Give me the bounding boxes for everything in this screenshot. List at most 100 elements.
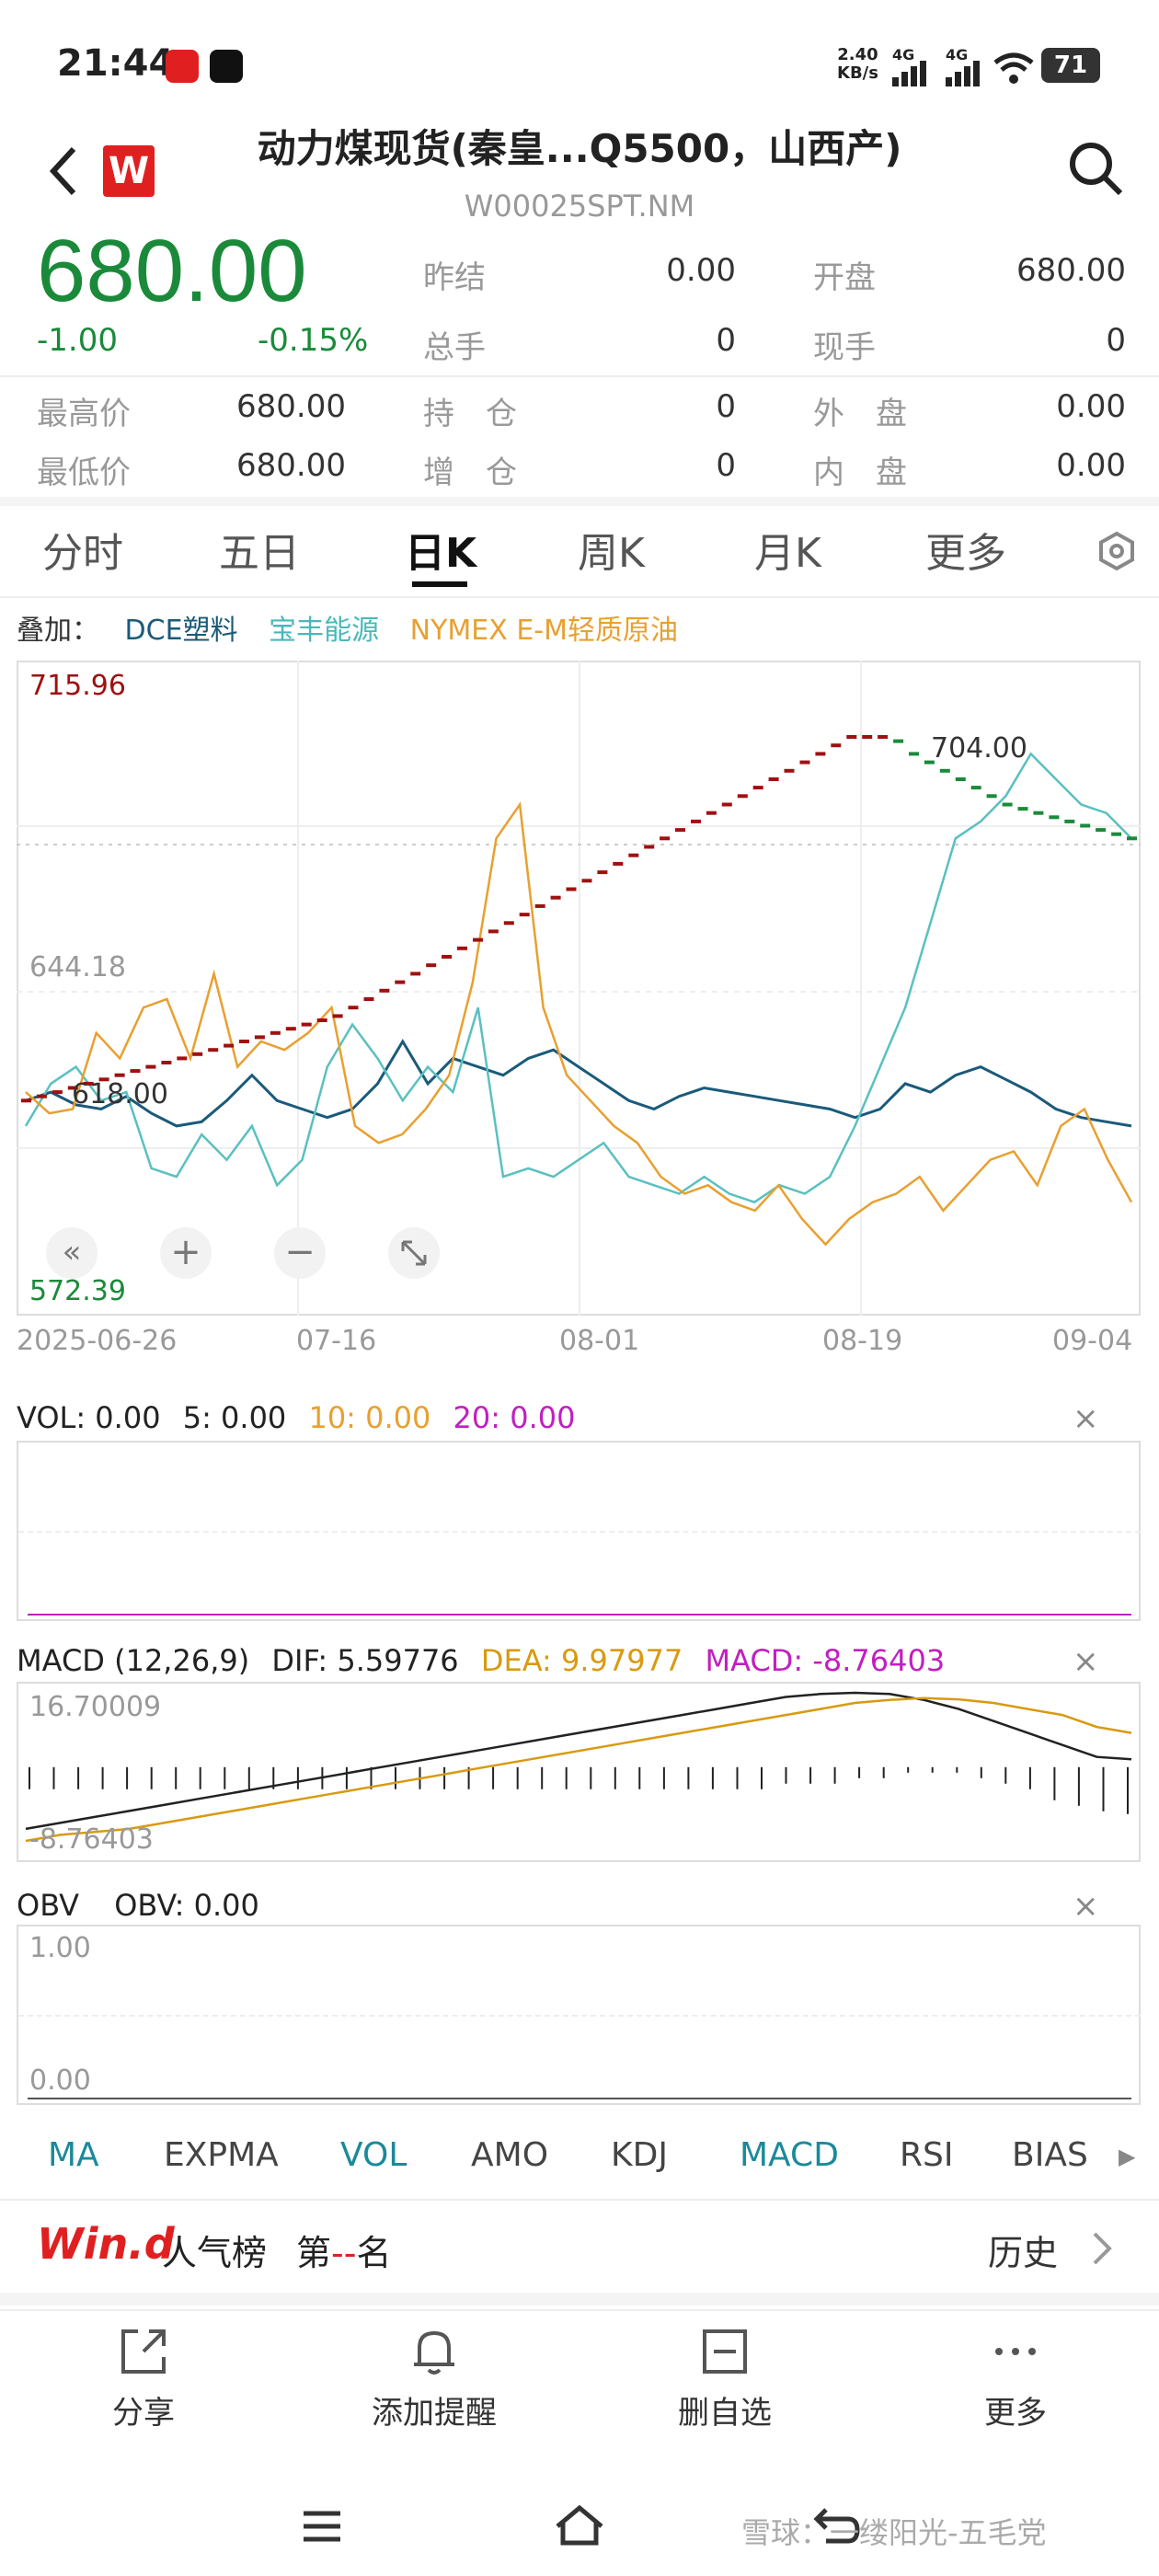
tab-five-day[interactable]: 五日 bbox=[219, 530, 300, 577]
macd-chart[interactable] bbox=[17, 1682, 1141, 1862]
candle bbox=[332, 1014, 343, 1018]
quote-value-inner: 0.00 bbox=[1056, 447, 1126, 484]
last-price: 680.00 bbox=[37, 222, 307, 320]
tab-daily-k[interactable]: 日K bbox=[405, 530, 477, 577]
overlay-item-dce[interactable]: DCE塑料 bbox=[124, 615, 238, 647]
indicator-scroll-right-icon[interactable]: ▶ bbox=[1119, 2144, 1136, 2169]
back-nav-icon[interactable] bbox=[813, 2502, 861, 2548]
candle bbox=[21, 1098, 31, 1103]
indicator-tab-amo[interactable]: AMO bbox=[471, 2136, 549, 2174]
candle bbox=[1033, 811, 1044, 815]
bell-icon bbox=[414, 2330, 454, 2375]
quote-label-volume: 总手 bbox=[423, 329, 486, 366]
fullscreen-icon[interactable] bbox=[388, 1227, 440, 1279]
page-title: 动力煤现货(秦皇...Q5500，山西产) bbox=[257, 126, 902, 171]
obv-panel[interactable] bbox=[17, 1925, 1141, 2105]
candle bbox=[36, 1094, 47, 1098]
overlay-label: 叠加： bbox=[17, 615, 99, 647]
quote-label-outer: 外 盘 bbox=[813, 396, 907, 432]
quote-label-low: 最低价 bbox=[37, 454, 131, 491]
scroll-left-icon[interactable]: « bbox=[46, 1227, 98, 1279]
candle bbox=[457, 946, 467, 950]
indicator-tab-macd[interactable]: MACD bbox=[740, 2136, 839, 2174]
overlay-item-baofeng[interactable]: 宝丰能源 bbox=[269, 615, 380, 647]
macd-dif: DIF: 5.59776 bbox=[271, 1643, 459, 1678]
share-button[interactable]: 分享 bbox=[52, 2324, 235, 2432]
close-macd-icon[interactable]: × bbox=[1073, 1643, 1099, 1680]
bottom-action-bar: 分享 添加提醒 删自选 更多 bbox=[0, 2309, 1159, 2449]
tiktok-icon bbox=[210, 50, 243, 83]
quote-label-current-hand: 现手 bbox=[813, 329, 876, 366]
section-gap bbox=[0, 2293, 1159, 2306]
candle bbox=[675, 828, 685, 833]
search-icon[interactable] bbox=[1067, 140, 1126, 199]
candle bbox=[52, 1090, 63, 1095]
candle bbox=[161, 1061, 172, 1064]
candle bbox=[721, 802, 732, 807]
candle bbox=[986, 794, 997, 799]
series-line-3 bbox=[25, 801, 1133, 1247]
more-button[interactable]: 更多 bbox=[924, 2324, 1107, 2432]
home-icon[interactable] bbox=[552, 2502, 607, 2548]
overlay-item-nymex[interactable]: NYMEX E-M轻质原油 bbox=[409, 615, 679, 647]
indicator-tab-bias[interactable]: BIAS bbox=[1012, 2136, 1088, 2174]
candle bbox=[426, 963, 437, 968]
vol-panel[interactable] bbox=[17, 1441, 1141, 1621]
candle bbox=[909, 752, 919, 756]
system-nav-bar: 雪球：一缕阳光-五毛党 bbox=[0, 2475, 1159, 2576]
indicator-tab-rsi[interactable]: RSI bbox=[900, 2136, 954, 2174]
candle bbox=[67, 1086, 78, 1090]
candle bbox=[363, 997, 374, 1001]
candle bbox=[473, 937, 483, 942]
vol-value: VOL: 0.00 bbox=[17, 1400, 161, 1435]
popularity-rank: 第--名 bbox=[296, 2233, 392, 2273]
candle bbox=[660, 836, 671, 841]
net-speed: 2.40 KB/s bbox=[837, 45, 878, 83]
candle bbox=[1127, 836, 1137, 841]
tab-weekly-k[interactable]: 周K bbox=[578, 530, 645, 577]
x-label-3: 08-01 bbox=[559, 1325, 640, 1357]
macd-dea-line bbox=[25, 1696, 1132, 1843]
quote-value-volume: 0 bbox=[716, 322, 736, 359]
main-chart[interactable] bbox=[17, 661, 1141, 1316]
signal-2-label: 4G bbox=[946, 46, 969, 63]
signal-1-label: 4G bbox=[892, 46, 915, 63]
indicator-tab-kdj[interactable]: KDJ bbox=[611, 2136, 668, 2174]
candle bbox=[503, 921, 514, 926]
candle bbox=[145, 1064, 156, 1069]
tab-monthly-k[interactable]: 月K bbox=[754, 530, 821, 577]
history-link[interactable]: 历史 bbox=[988, 2233, 1059, 2273]
settings-hex-icon[interactable] bbox=[1096, 531, 1137, 571]
chevron-right-icon[interactable] bbox=[1091, 2230, 1113, 2267]
add-alert-button[interactable]: 添加提醒 bbox=[342, 2324, 526, 2432]
candle bbox=[1064, 819, 1075, 823]
series-line-1 bbox=[25, 1039, 1132, 1128]
vol-legend: VOL: 0.00 5: 0.00 10: 0.00 20: 0.00 bbox=[17, 1400, 575, 1435]
candle bbox=[442, 955, 453, 959]
back-arrow-icon[interactable] bbox=[46, 144, 83, 199]
candle bbox=[691, 819, 701, 823]
candle bbox=[1096, 828, 1107, 833]
candle bbox=[239, 1040, 249, 1043]
close-obv-icon[interactable]: × bbox=[1073, 1888, 1099, 1925]
candle bbox=[924, 760, 935, 765]
close-vol-icon[interactable]: × bbox=[1073, 1400, 1099, 1437]
candle bbox=[878, 735, 889, 739]
divider bbox=[0, 596, 1159, 598]
indicator-tab-ma[interactable]: MA bbox=[48, 2136, 99, 2174]
candle bbox=[846, 735, 857, 739]
candle bbox=[1017, 807, 1028, 811]
zoom-out-icon[interactable]: − bbox=[274, 1227, 326, 1279]
candle bbox=[799, 760, 810, 765]
candle bbox=[893, 739, 904, 743]
tab-intraday[interactable]: 分时 bbox=[42, 530, 123, 577]
add-alert-label: 添加提醒 bbox=[372, 2395, 497, 2432]
tab-more[interactable]: 更多 bbox=[925, 530, 1006, 577]
candle bbox=[208, 1048, 219, 1052]
indicator-tab-expma[interactable]: EXPMA bbox=[164, 2136, 279, 2174]
candle bbox=[815, 752, 826, 756]
remove-watchlist-button[interactable]: 删自选 bbox=[633, 2324, 817, 2432]
indicator-tab-vol[interactable]: VOL bbox=[340, 2136, 407, 2174]
zoom-in-icon[interactable]: + bbox=[160, 1227, 212, 1279]
menu-icon[interactable] bbox=[300, 2508, 344, 2545]
